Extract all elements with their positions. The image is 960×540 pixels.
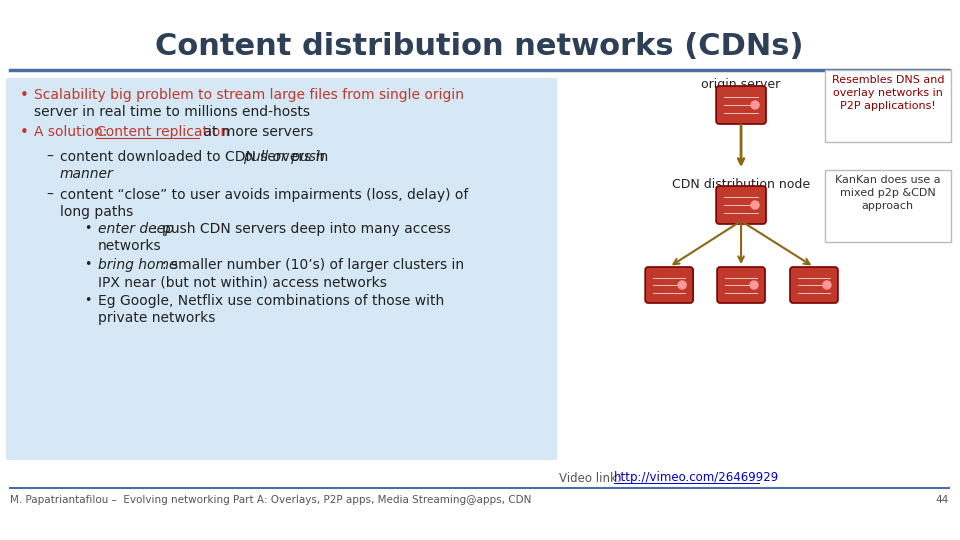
Text: CDN distribution node: CDN distribution node	[672, 178, 810, 191]
Text: origin server: origin server	[702, 78, 780, 91]
Circle shape	[751, 201, 759, 209]
Text: : push CDN servers deep into many access: : push CDN servers deep into many access	[153, 222, 450, 236]
Text: Scalability big problem to stream large files from single origin: Scalability big problem to stream large …	[34, 88, 464, 102]
Text: http://vimeo.com/26469929: http://vimeo.com/26469929	[614, 471, 780, 484]
Text: •: •	[20, 125, 29, 140]
Text: •: •	[84, 294, 91, 307]
Text: 44: 44	[936, 495, 948, 505]
Text: manner: manner	[60, 167, 113, 181]
FancyBboxPatch shape	[716, 186, 766, 224]
Text: •: •	[84, 222, 91, 235]
Text: bring home: bring home	[98, 258, 178, 272]
Text: •: •	[84, 258, 91, 271]
Text: server in real time to millions end-hosts: server in real time to millions end-host…	[34, 105, 310, 119]
Text: private networks: private networks	[98, 311, 215, 325]
Circle shape	[750, 281, 758, 289]
Text: •: •	[20, 88, 29, 103]
Text: Content distribution networks (CDNs): Content distribution networks (CDNs)	[156, 32, 804, 61]
FancyBboxPatch shape	[716, 86, 766, 124]
Text: M. Papatriantafilou –  Evolving networking Part A: Overlays, P2P apps, Media Str: M. Papatriantafilou – Evolving networkin…	[10, 495, 532, 505]
FancyBboxPatch shape	[790, 267, 838, 303]
Text: KanKan does use a
mixed p2p &CDN
approach: KanKan does use a mixed p2p &CDN approac…	[835, 175, 941, 211]
FancyBboxPatch shape	[825, 170, 950, 242]
Text: enter deep: enter deep	[98, 222, 174, 236]
Text: : smaller number (10’s) of larger clusters in: : smaller number (10’s) of larger cluste…	[162, 258, 464, 272]
Text: Content replication: Content replication	[96, 125, 229, 139]
Text: Video link:: Video link:	[560, 471, 625, 484]
Text: at more servers: at more servers	[199, 125, 313, 139]
Text: Eg Google, Netflix use combinations of those with: Eg Google, Netflix use combinations of t…	[98, 294, 444, 308]
FancyBboxPatch shape	[825, 70, 950, 142]
Circle shape	[823, 281, 831, 289]
Text: pull or push: pull or push	[243, 150, 324, 164]
Text: content “close” to user avoids impairments (loss, delay) of: content “close” to user avoids impairmen…	[60, 188, 468, 202]
Text: networks: networks	[98, 239, 161, 253]
Text: content downloaded to CDN servers in: content downloaded to CDN servers in	[60, 150, 332, 164]
Circle shape	[678, 281, 686, 289]
Text: –: –	[46, 188, 53, 202]
Text: IPX near (but not within) access networks: IPX near (but not within) access network…	[98, 275, 387, 289]
FancyBboxPatch shape	[645, 267, 693, 303]
Text: A solution:: A solution:	[34, 125, 111, 139]
Circle shape	[751, 101, 759, 109]
Text: long paths: long paths	[60, 205, 133, 219]
Text: –: –	[46, 150, 53, 164]
Text: Resembles DNS and
overlay networks in
P2P applications!: Resembles DNS and overlay networks in P2…	[831, 75, 944, 111]
FancyBboxPatch shape	[717, 267, 765, 303]
FancyBboxPatch shape	[6, 78, 558, 460]
